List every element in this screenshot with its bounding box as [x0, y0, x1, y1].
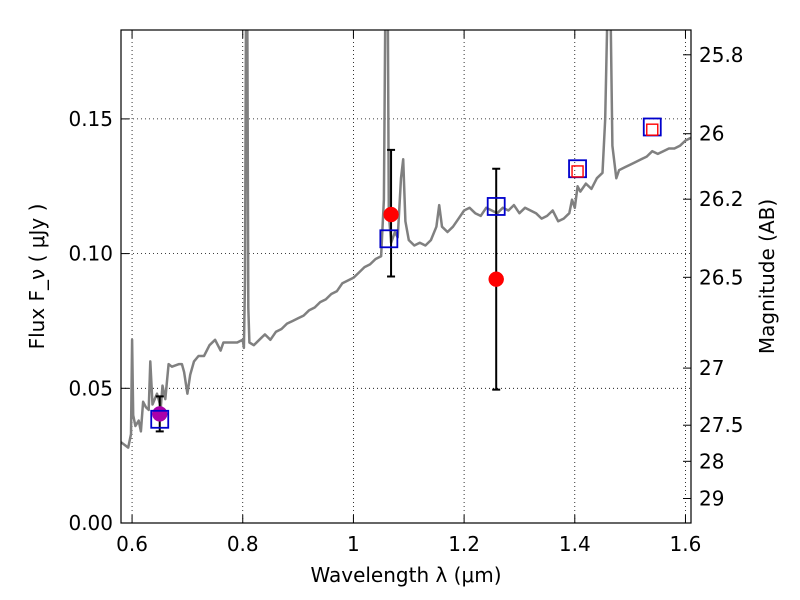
right-tick-label: 26.2 — [699, 187, 744, 211]
model-square — [150, 409, 170, 429]
plot-frame — [120, 29, 692, 524]
x-tick-label: 1.4 — [559, 532, 591, 556]
model-square — [486, 197, 506, 216]
right-tick-label: 27.5 — [699, 413, 744, 437]
y-tick-label: 0.05 — [68, 376, 113, 400]
spectrum-layer — [121, 30, 691, 449]
x-axis-label: Wavelength λ (μm) — [310, 563, 501, 587]
model-square — [379, 229, 399, 249]
right-tick-label: 28 — [699, 449, 724, 473]
x-tick-label: 1.2 — [448, 532, 480, 556]
photometry-square — [646, 123, 659, 136]
y-tick-label: 0.00 — [68, 511, 113, 535]
x-tick-label: 0.8 — [227, 532, 259, 556]
y-tick-label: 0.15 — [68, 107, 113, 131]
right-tick-label: 26.5 — [699, 265, 744, 289]
right-tick-label: 27 — [699, 356, 724, 380]
right-tick-label: 25.8 — [699, 43, 744, 67]
photometry-square — [571, 165, 584, 178]
marks-layer — [150, 117, 662, 433]
grid-lines — [121, 30, 691, 523]
ticks-layer: 0.6 0.8 1 1.2 1.4 1.6 0.00 0.05 0.10 0.15 25.8 26 26… — [68, 30, 744, 556]
data-point — [383, 206, 399, 223]
data-point — [151, 406, 168, 422]
right-y-axis-label: Magnitude (AB) — [755, 199, 779, 354]
data-point — [488, 271, 504, 287]
right-tick-label: 29 — [699, 486, 724, 510]
x-tick-label: 1.6 — [670, 532, 702, 556]
y-tick-label: 0.10 — [68, 242, 113, 266]
x-tick-label: 0.6 — [116, 532, 148, 556]
x-tick-label: 1 — [347, 532, 360, 556]
right-tick-label: 26 — [699, 122, 724, 146]
y-axis-label: Flux F_ν ( μJy ) — [25, 204, 49, 350]
spectrum-line — [121, 30, 691, 449]
